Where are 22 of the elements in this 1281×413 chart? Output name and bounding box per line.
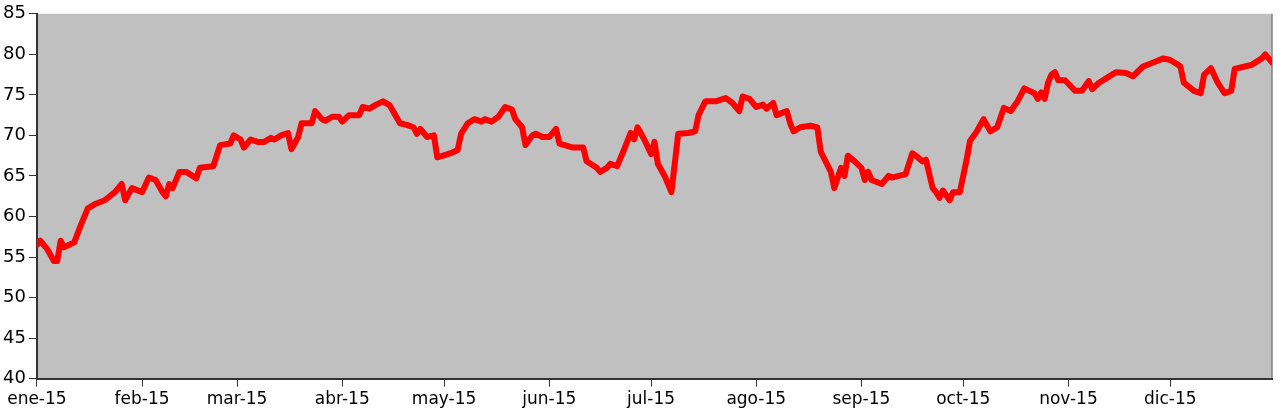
y-tick-label: 60 bbox=[3, 204, 26, 226]
y-tick-label: 55 bbox=[3, 244, 26, 266]
y-tick-label: 80 bbox=[3, 42, 26, 64]
x-tick-label: ago-15 bbox=[726, 388, 787, 409]
x-tick-label: mar-15 bbox=[206, 388, 268, 409]
x-tick-label: ene-15 bbox=[7, 388, 67, 409]
y-tick-label: 70 bbox=[3, 123, 26, 145]
x-tick-label: abr-15 bbox=[314, 388, 370, 409]
x-tick-label: feb-15 bbox=[114, 388, 170, 409]
y-tick-label: 40 bbox=[3, 366, 26, 388]
y-tick-label: 75 bbox=[3, 82, 26, 104]
x-tick-label: dic-15 bbox=[1143, 388, 1197, 409]
x-tick-label: nov-15 bbox=[1039, 388, 1098, 409]
y-tick-label: 85 bbox=[3, 1, 26, 23]
x-tick-label: sep-15 bbox=[832, 388, 891, 409]
y-tick-label: 65 bbox=[3, 163, 26, 185]
x-tick-label: jul-15 bbox=[626, 388, 676, 409]
x-tick-label: may-15 bbox=[411, 388, 477, 409]
y-tick-label: 45 bbox=[3, 325, 26, 347]
y-tick-label: 50 bbox=[3, 285, 26, 307]
x-tick-label: oct-15 bbox=[936, 388, 991, 409]
x-tick-label: jun-15 bbox=[521, 388, 577, 409]
